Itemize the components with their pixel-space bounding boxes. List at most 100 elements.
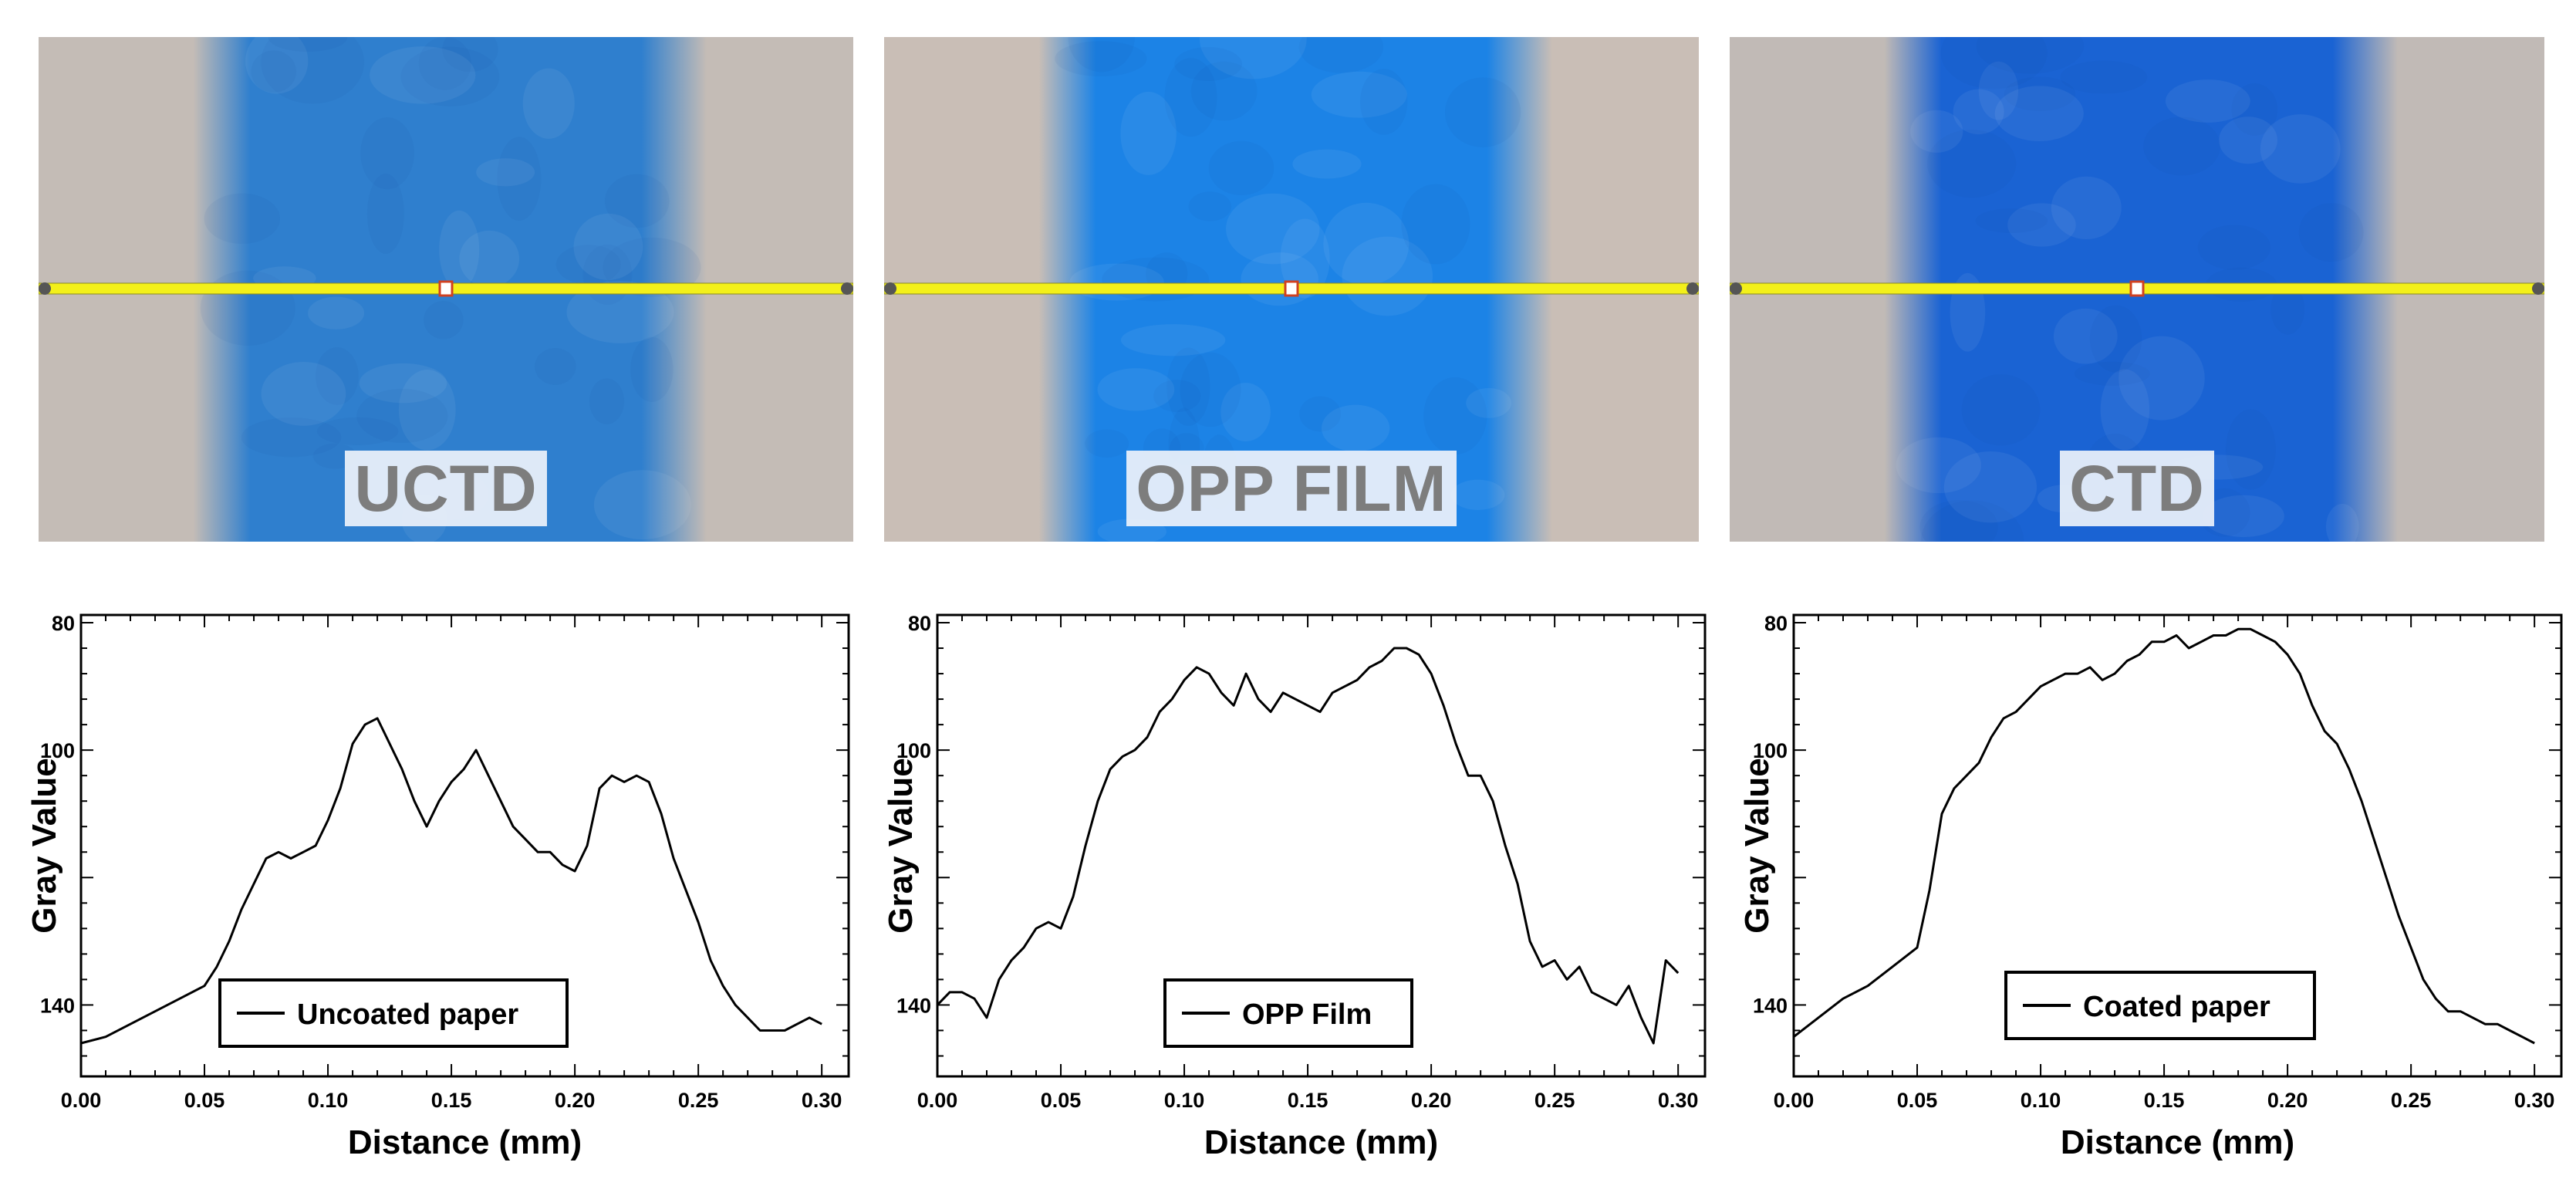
line-midpoint-handle [438,280,454,297]
line-endpoint [841,282,853,295]
x-tick-label: 0.15 [431,1089,472,1112]
ink-texture-spot [573,213,643,280]
ink-texture-spot [1423,377,1487,455]
ink-texture-spot [1940,37,2048,90]
x-tick-label: 0.20 [555,1089,596,1112]
y-tick-label: 140 [40,994,75,1017]
ink-texture-spot [2197,225,2271,270]
ink-texture-spot [535,347,576,385]
ink-texture-spot [2165,79,2250,123]
ink-texture-spot [2004,76,2076,111]
ink-texture-spot [1359,69,1408,135]
x-tick-label: 0.25 [1534,1089,1575,1112]
x-tick-label: 0.15 [2144,1089,2185,1112]
ink-texture-spot [1208,140,1274,196]
ink-texture-spot [2051,176,2122,240]
ink-texture-spot [1226,193,1320,265]
ink-texture-spot [1994,86,2084,142]
line-endpoint [1686,282,1699,295]
y-axis-title: Gray Value [1738,758,1776,933]
ink-texture-spot [1102,257,1210,302]
ink-texture-spot [2260,114,2341,184]
ink-texture-spot [241,417,342,458]
photo-label: CTD [1730,451,2544,526]
x-tick-label: 0.30 [802,1089,842,1112]
photo-label-text: OPP FILM [1126,451,1457,526]
ink-texture-spot [1292,149,1362,179]
series-line [1793,627,2535,1045]
ink-texture-spot [1120,91,1177,175]
ink-texture-spot [424,300,464,340]
ink-texture-spot [442,37,498,73]
x-tick-label: 0.10 [1164,1089,1205,1112]
x-tick-label: 0.00 [917,1089,958,1112]
ink-texture-spot [1927,130,2017,198]
ink-texture-spot [1164,58,1217,137]
ink-texture-spot [370,46,476,104]
micrograph-image [884,37,1699,542]
ink-texture-spot [268,37,348,52]
plot-frame [1792,613,2563,1078]
chart-opp-film: 0.00 0.05 0.10 0.15 0.20 0.25 0.30 80 100 140 Dist… [856,583,1713,1196]
micrograph-image [39,37,853,542]
chart-uncoated-paper: 0.00 0.05 0.10 0.15 0.20 0.25 0.30 80 100 140 Dist… [0,583,856,1196]
ink-texture-spot [1976,37,2085,74]
x-tick-label: 0.20 [1411,1089,1452,1112]
x-tick-label: 0.25 [2391,1089,2432,1112]
x-tick-label: 0.30 [2514,1089,2555,1112]
photo-label-text: CTD [2060,451,2214,526]
ink-texture-spot [439,210,480,289]
x-tick-label: 0.05 [184,1089,225,1112]
series-line [80,717,822,1045]
x-tick-label: 0.10 [2021,1089,2061,1112]
ink-texture-spot [1961,373,2041,446]
ink-texture-spot [1321,404,1390,452]
x-tick-label: 0.05 [1041,1089,1082,1112]
y-tick-label: 140 [1753,994,1788,1017]
ink-texture-spot [1401,184,1470,265]
x-tick-label: 0.30 [1658,1089,1699,1112]
ink-texture-spot [1342,236,1433,316]
ink-texture-spot [1280,218,1330,299]
ink-texture-spot [604,174,670,228]
ink-texture-spot [2100,369,2150,451]
ink-texture-spot [261,37,365,104]
ink-texture-spot [398,370,456,451]
y-tick-label: 140 [896,994,931,1017]
ink-texture-spot [2231,83,2278,136]
legend-label: Coated paper [2083,991,2270,1023]
ink-texture-spot [2060,60,2148,94]
ink-texture-spot [245,37,309,94]
ink-texture-spot [1466,387,1512,418]
ink-texture-spot [2219,117,2278,164]
profile-chart: 0.00 0.05 0.10 0.15 0.20 0.25 0.30 80 100 140 Dist… [882,612,1707,1161]
ink-texture-spot [400,46,500,106]
ink-texture-spot [1188,191,1232,221]
ink-texture-spot [1085,429,1129,458]
x-axis-title: Distance (mm) [1204,1123,1438,1161]
plot-frame [79,613,850,1078]
ink-texture-spot [308,296,365,329]
ink-texture-spot [2270,284,2305,335]
y-tick-label: 100 [40,739,75,762]
x-tick-label: 0.15 [1288,1089,1329,1112]
ink-texture-spot [2119,336,2205,421]
ink-texture-spot [2226,409,2276,490]
ink-texture-spot [1220,383,1271,442]
series-line [936,647,1680,1045]
ink-texture-spot [1920,500,2024,542]
ink-texture-spot [603,237,701,297]
ink-texture-spot [204,193,281,244]
ink-texture-spot [1055,41,1147,76]
ink-texture-spot [356,388,448,443]
ink-texture-spot [251,50,297,93]
ink-texture-spot [316,347,359,405]
ink-texture-spot [359,363,447,404]
ink-texture-spot [1120,324,1226,356]
line-endpoint [39,282,51,295]
ink-texture-spot [366,173,404,254]
y-tick-label: 100 [896,739,931,762]
x-tick-label: 0.00 [61,1089,102,1112]
ink-texture-spot [1298,37,1384,73]
profile-chart: 0.00 0.05 0.10 0.15 0.20 0.25 0.30 80 100 140 Dist… [25,612,850,1161]
